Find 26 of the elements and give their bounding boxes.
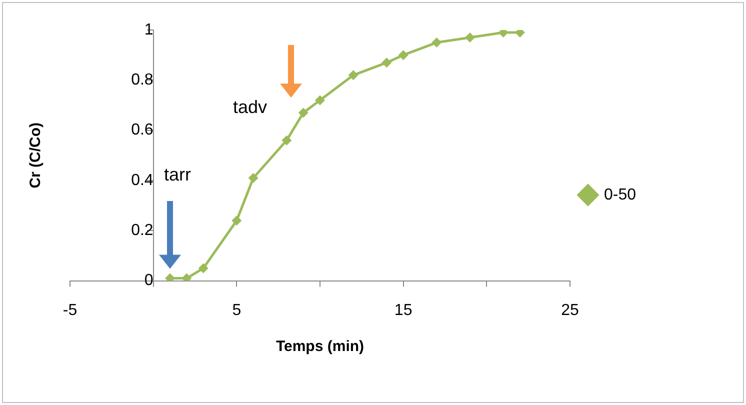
- point: [432, 38, 442, 48]
- point: [298, 108, 308, 118]
- annotation: tarr: [164, 164, 191, 184]
- legend-label: 0-50: [604, 186, 636, 204]
- point: [314, 95, 325, 106]
- y-tick-label: 0.4: [131, 172, 154, 189]
- point: [232, 216, 242, 226]
- y-tick-label: 0.2: [131, 222, 154, 240]
- x-axis-title: Temps (min): [276, 338, 364, 356]
- y-tick-label: 0.6: [131, 122, 154, 139]
- point: [464, 32, 475, 43]
- x-tick-label: 25: [561, 302, 579, 319]
- y-tick-label: 0: [144, 272, 154, 290]
- y-tick-label: 0.8: [131, 72, 154, 89]
- point: [282, 135, 292, 146]
- point: [348, 70, 358, 80]
- x-tick-label: 5: [232, 302, 242, 319]
- point: [382, 58, 392, 68]
- x-tick-label: 15: [394, 302, 412, 319]
- annotation: tadv: [232, 96, 268, 117]
- y-axis-title: Cr (C/Co): [27, 122, 44, 188]
- point: [198, 263, 208, 274]
- y-tick-label: 1: [144, 21, 154, 38]
- point: [398, 50, 408, 60]
- x-tick-label: -5: [62, 302, 78, 319]
- point: [248, 172, 258, 183]
